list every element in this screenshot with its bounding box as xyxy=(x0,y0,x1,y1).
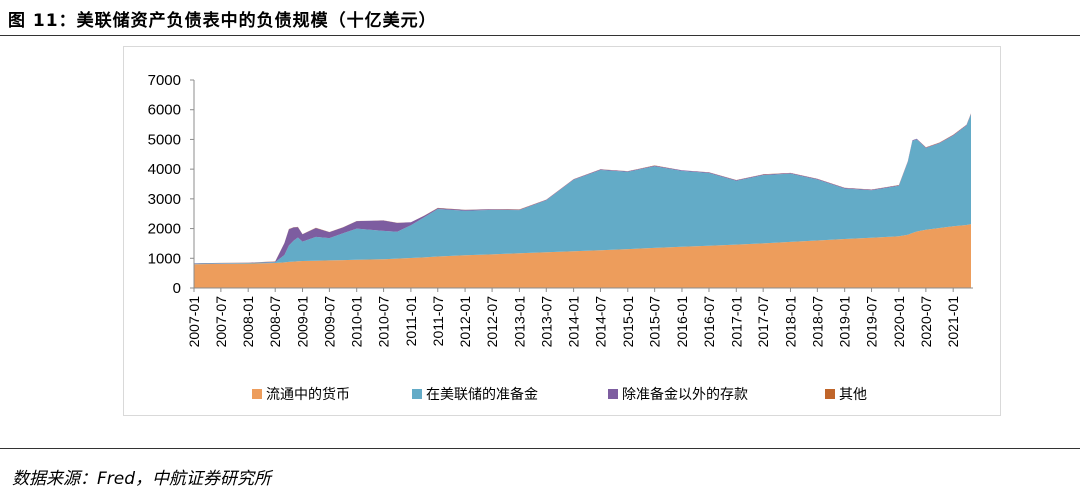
x-tick-label: 2009-07 xyxy=(321,296,337,348)
x-tick-label: 2021-01 xyxy=(945,296,961,348)
legend-label: 流通中的货币 xyxy=(266,386,350,403)
series-area-1 xyxy=(194,114,971,265)
x-tick-label: 2016-01 xyxy=(674,296,690,348)
footer-divider xyxy=(0,448,1080,449)
y-tick-label: 0 xyxy=(173,280,181,297)
y-tick-label: 2000 xyxy=(148,221,181,238)
x-tick-label: 2015-07 xyxy=(647,296,663,348)
y-tick-label: 5000 xyxy=(148,131,181,148)
x-axis-ticks: 2007-01 2007-07 2008-01 2008-07 2009-01 2009-… xyxy=(186,288,961,347)
legend-swatch xyxy=(412,389,422,399)
y-axis-ticks: 0 1000 2000 3000 4000 5000 6000 7000 xyxy=(148,72,194,297)
legend-swatch xyxy=(825,389,835,399)
x-tick-label: 2020-01 xyxy=(891,296,907,348)
y-tick-label: 6000 xyxy=(148,102,181,119)
chart-frame xyxy=(123,46,1001,416)
x-tick-label: 2007-07 xyxy=(213,296,229,348)
x-tick-label: 2017-07 xyxy=(755,296,771,348)
x-tick-label: 2008-01 xyxy=(240,296,256,348)
legend-label: 在美联储的准备金 xyxy=(426,386,538,403)
source-note: 数据来源：Fred，中航证券研究所 xyxy=(12,469,272,489)
y-tick-label: 4000 xyxy=(148,161,181,178)
chart-legend: 流通中的货币 在美联储的准备金 除准备金以外的存款 其他 xyxy=(252,386,867,403)
title-divider xyxy=(0,35,1080,36)
x-tick-label: 2019-01 xyxy=(837,296,853,348)
x-tick-label: 2016-07 xyxy=(701,296,717,348)
x-tick-label: 2014-01 xyxy=(566,296,582,348)
x-tick-label: 2013-01 xyxy=(511,296,527,348)
legend-swatch xyxy=(608,389,618,399)
x-tick-label: 2009-01 xyxy=(295,296,311,348)
x-tick-label: 2017-01 xyxy=(728,296,744,348)
y-tick-label: 7000 xyxy=(148,72,181,89)
x-tick-label: 2010-01 xyxy=(349,296,365,348)
x-tick-label: 2018-07 xyxy=(809,296,825,348)
series-area-2 xyxy=(194,113,971,264)
x-tick-label: 2007-01 xyxy=(186,296,202,348)
legend-label: 除准备金以外的存款 xyxy=(622,386,748,403)
legend-swatch xyxy=(252,389,262,399)
series-area-0 xyxy=(194,224,971,288)
x-tick-label: 2013-07 xyxy=(538,296,554,348)
chart-axes xyxy=(193,80,973,289)
x-tick-label: 2011-01 xyxy=(403,296,419,347)
chart-areas xyxy=(194,113,971,288)
y-tick-label: 3000 xyxy=(148,191,181,208)
y-tick-label: 1000 xyxy=(148,250,181,267)
x-tick-label: 2019-07 xyxy=(864,296,880,348)
x-tick-label: 2014-07 xyxy=(593,296,609,348)
x-tick-label: 2020-07 xyxy=(918,296,934,348)
x-tick-label: 2012-01 xyxy=(457,296,473,348)
x-tick-label: 2008-07 xyxy=(267,296,283,348)
x-tick-label: 2011-07 xyxy=(430,296,446,347)
x-tick-label: 2012-07 xyxy=(484,296,500,348)
x-tick-label: 2010-07 xyxy=(376,296,392,348)
chart-title: 图 11：美联储资产负债表中的负债规模（十亿美元） xyxy=(8,11,437,31)
legend-label: 其他 xyxy=(839,387,867,403)
x-tick-label: 2015-01 xyxy=(620,296,636,348)
x-tick-label: 2018-01 xyxy=(783,296,799,348)
